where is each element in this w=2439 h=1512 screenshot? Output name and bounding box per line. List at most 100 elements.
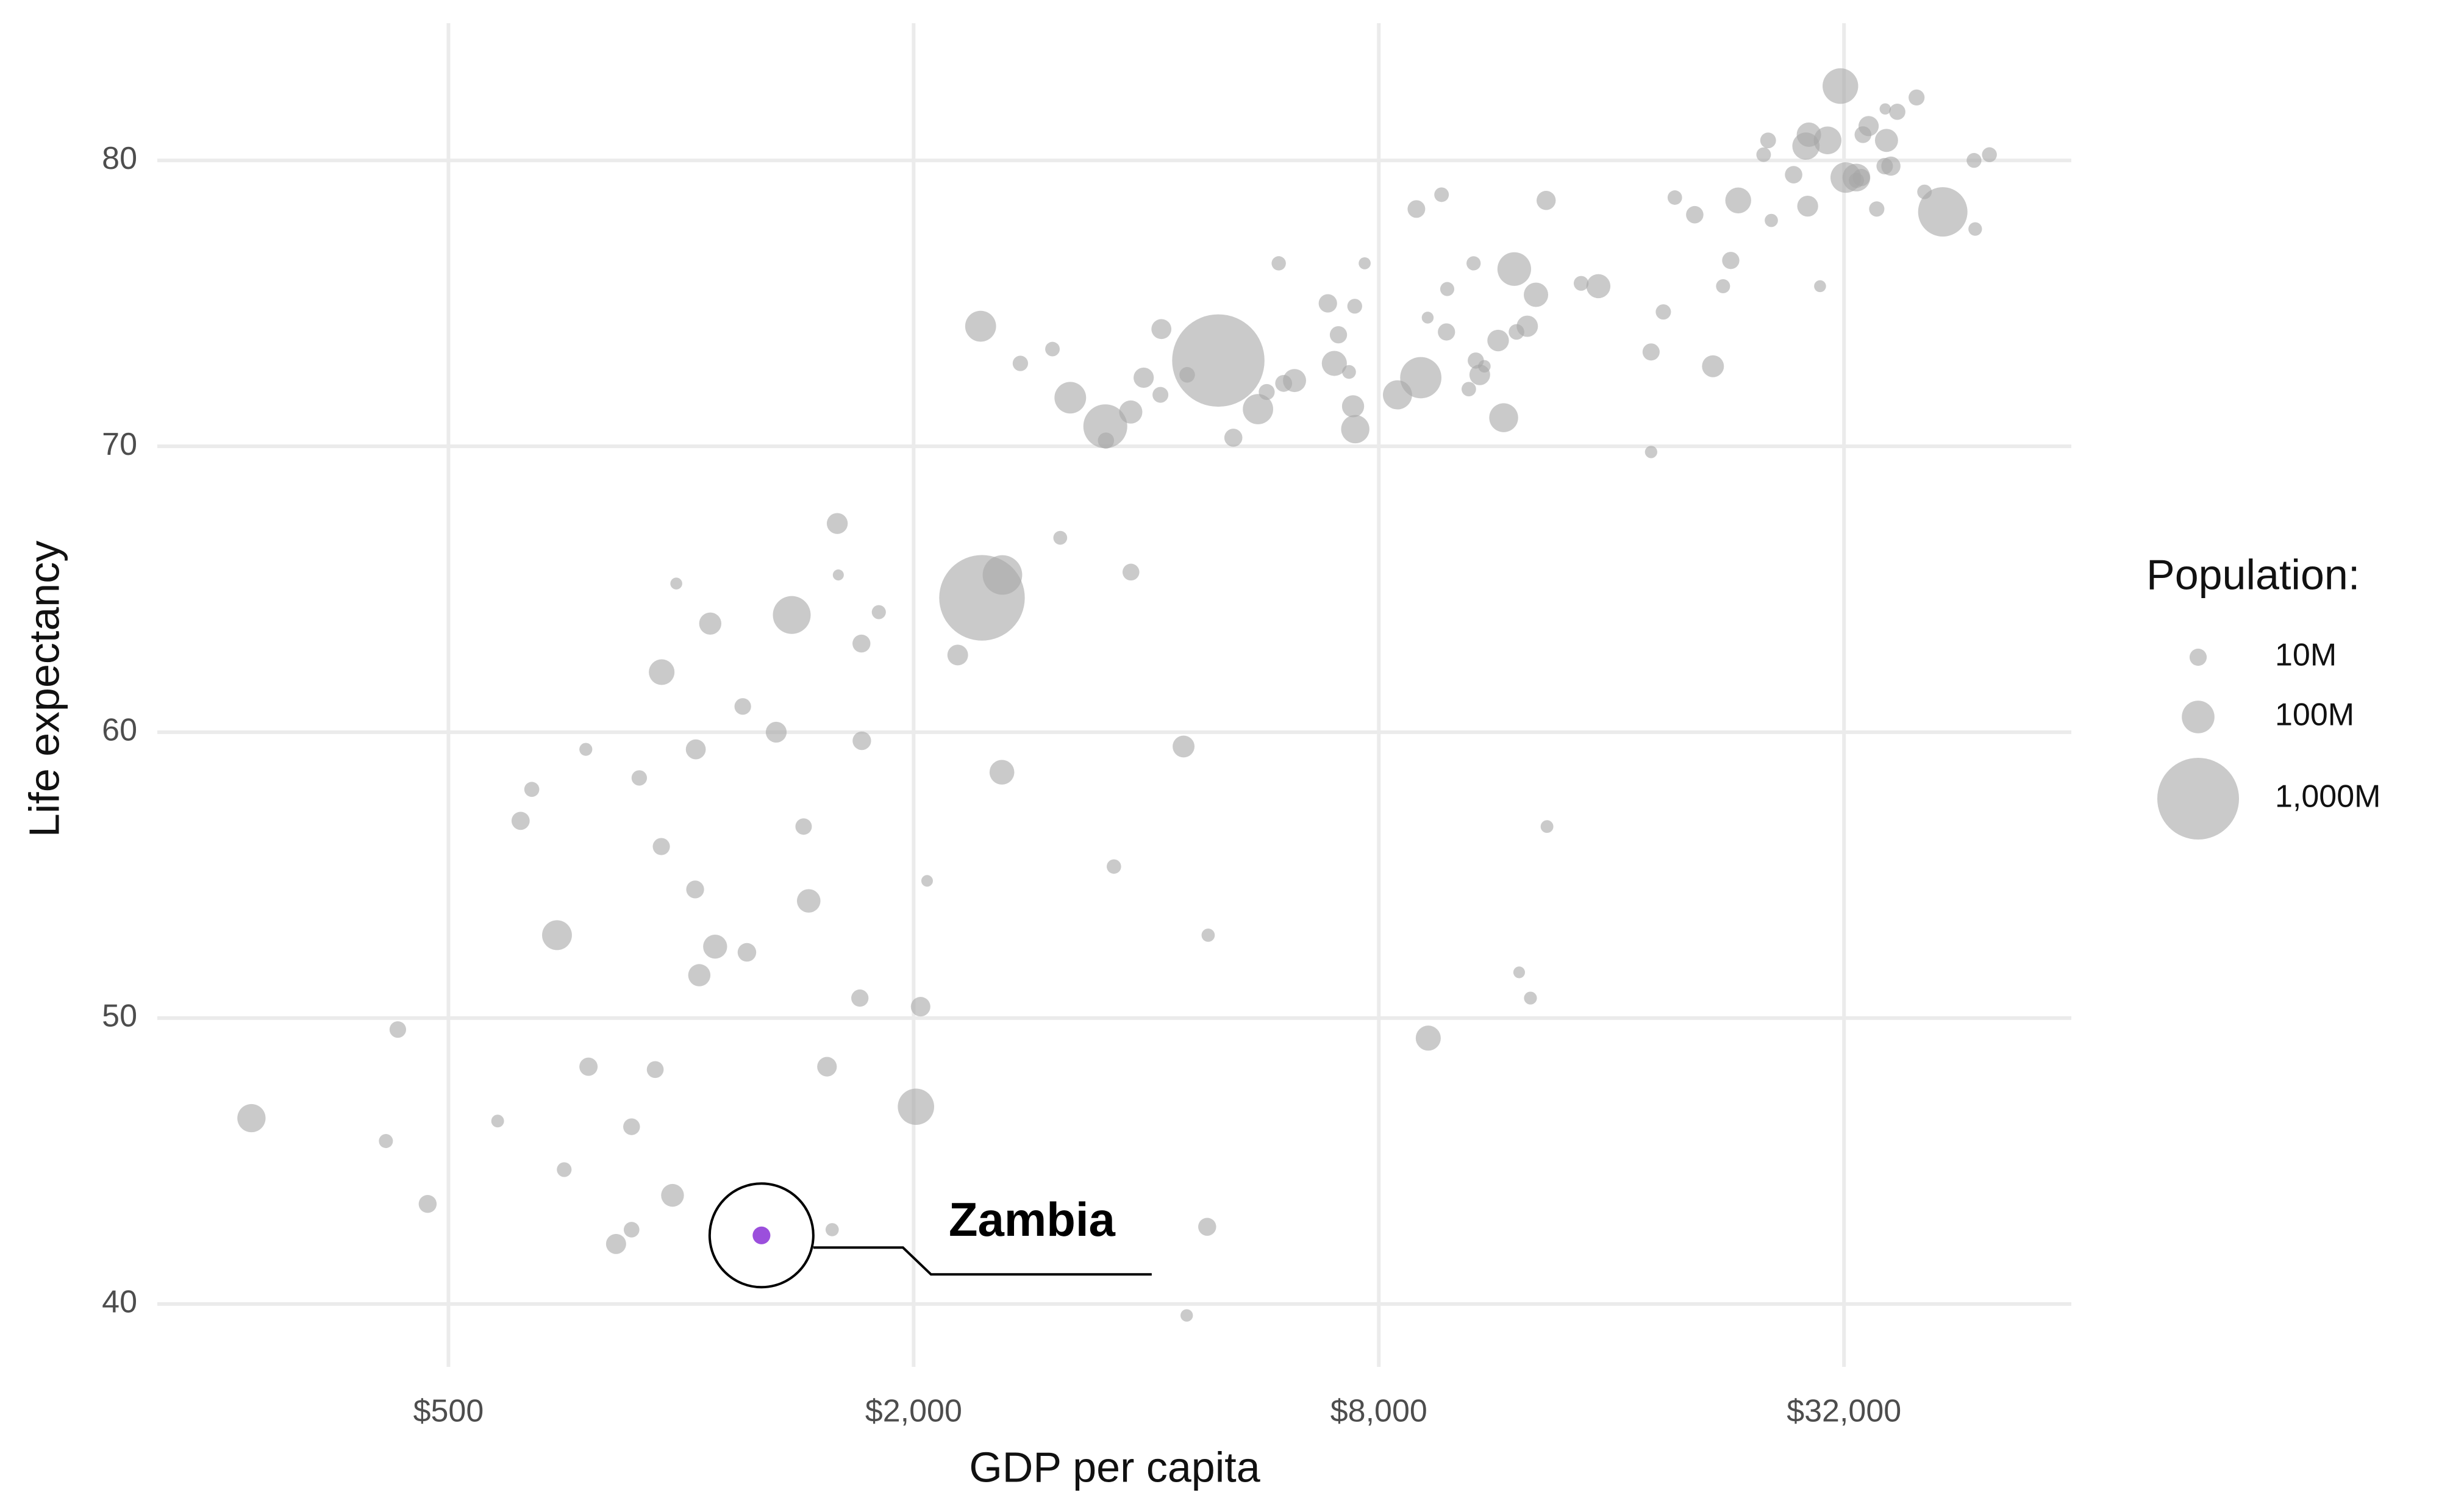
bubble (1134, 367, 1154, 388)
legend-bubble (2157, 757, 2240, 840)
bubble (623, 1222, 640, 1238)
bubble (1107, 859, 1121, 874)
bubble (773, 596, 811, 634)
bubble (1383, 380, 1412, 410)
bubble (1434, 187, 1449, 202)
bubble (1644, 446, 1657, 458)
bubble (989, 760, 1015, 785)
bubble (1083, 404, 1127, 449)
bubble (1407, 200, 1426, 218)
bubble (982, 555, 1023, 595)
legend-bubble (2189, 648, 2207, 666)
bubble (1524, 282, 1549, 307)
bubble (1341, 415, 1369, 444)
bubble (1045, 341, 1060, 357)
bubble (1152, 387, 1169, 403)
bubble (871, 605, 886, 619)
bubble (1341, 395, 1365, 418)
bubble (1513, 966, 1526, 979)
bubble (605, 1233, 626, 1254)
bubble (237, 1104, 266, 1133)
bubble (1842, 163, 1871, 191)
highlight-ring (708, 1182, 815, 1289)
bubble (652, 838, 670, 855)
bubble (1259, 383, 1275, 401)
bubble (765, 721, 787, 743)
bubble (524, 782, 540, 797)
bubble (491, 1114, 504, 1128)
bubble (418, 1194, 437, 1213)
bubble (670, 577, 682, 590)
bubble (910, 997, 930, 1017)
bubble (1982, 147, 1997, 162)
bubble (1400, 357, 1441, 399)
bubble (1321, 351, 1347, 376)
bubble (825, 1223, 839, 1236)
bubble (852, 634, 871, 653)
bubble (1054, 382, 1087, 414)
bubble (1869, 201, 1885, 217)
bubble (1722, 252, 1740, 269)
bubble (1461, 382, 1476, 397)
bubble (1540, 820, 1554, 833)
bubble (1012, 355, 1029, 371)
bubble (1053, 530, 1068, 545)
bubble (379, 1134, 393, 1149)
bubble (557, 1162, 572, 1177)
bubble (734, 698, 751, 715)
annotation-label: Zambia (949, 1193, 1116, 1246)
x-axis-title: GDP per capita (969, 1443, 1260, 1491)
x-tick-label: $8,000 (1330, 1394, 1427, 1429)
y-tick-label: 60 (102, 713, 137, 748)
bubble (1151, 319, 1172, 340)
bubble (1489, 403, 1518, 432)
bubble (1814, 280, 1826, 293)
bubble (826, 513, 848, 534)
legend-label: 100M (2275, 697, 2354, 733)
bubble (1119, 400, 1143, 424)
bubble (1881, 156, 1901, 176)
bubble (965, 310, 996, 342)
bubble (699, 612, 722, 635)
bubble (1329, 326, 1348, 344)
bubble (688, 964, 711, 986)
bubble (1224, 429, 1243, 447)
bubble (579, 1057, 598, 1076)
bubble (832, 569, 844, 581)
bubble (1968, 222, 1982, 236)
bubble (1201, 929, 1215, 942)
bubble (1440, 282, 1455, 296)
bubble (1702, 355, 1724, 377)
bubble (1180, 1309, 1193, 1322)
x-tick-label: $500 (413, 1394, 484, 1429)
bubble (795, 818, 812, 835)
bubble (1918, 187, 1968, 237)
bubble (1172, 314, 1265, 407)
bubble (1889, 104, 1905, 120)
bubble (1173, 735, 1195, 758)
bubble (1342, 365, 1356, 379)
bubble (623, 1118, 640, 1135)
bubble (1823, 68, 1859, 104)
bubble (1909, 89, 1925, 106)
bubble (947, 644, 968, 666)
bubble (579, 743, 593, 756)
bubble (631, 770, 648, 786)
x-tick-label: $32,000 (1787, 1394, 1901, 1429)
bubble (1347, 299, 1362, 314)
bubble (1756, 147, 1771, 162)
legend-bubble (2182, 701, 2215, 733)
bubble (1716, 279, 1730, 293)
bubble (1466, 256, 1481, 271)
y-tick-label: 40 (102, 1285, 137, 1320)
bubble (1122, 563, 1140, 581)
bubble (1243, 394, 1273, 424)
bubble (796, 889, 821, 913)
bubble (1642, 343, 1660, 361)
bubble (685, 739, 706, 760)
bubble (737, 943, 757, 962)
highlight-point (752, 1226, 771, 1244)
bubble (921, 875, 933, 887)
bubble (1686, 205, 1704, 224)
